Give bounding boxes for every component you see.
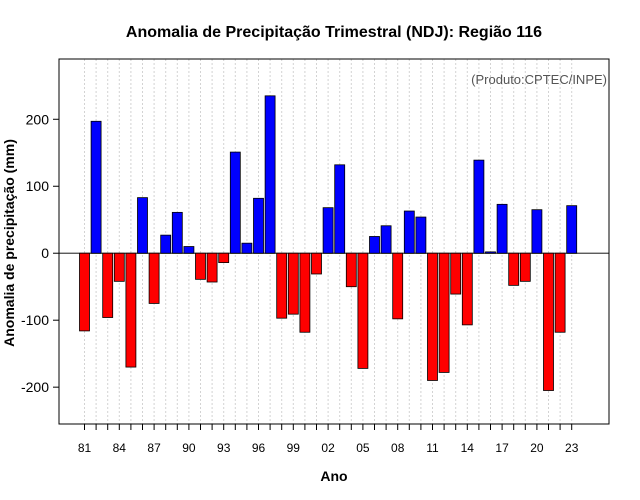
bar-2015 [473, 159, 485, 254]
y-tick-label: -100 [21, 312, 49, 328]
bar-2010 [415, 216, 427, 254]
bar-1999 [287, 252, 299, 315]
bar-2021 [543, 252, 554, 391]
x-tick-label: 93 [217, 441, 231, 455]
y-tick-label: 0 [41, 245, 49, 261]
x-tick-label: 17 [495, 441, 509, 455]
bar-1997 [264, 95, 276, 254]
bar-2005 [357, 252, 369, 369]
bar-1986 [137, 197, 148, 254]
x-tick-label: 84 [113, 441, 127, 455]
bar-1982 [90, 120, 102, 254]
source-annotation: (Produto:CPTEC/INPE) [471, 72, 607, 87]
bar-1987 [148, 252, 160, 304]
x-tick-label: 87 [147, 441, 161, 455]
bar-2007 [380, 225, 392, 254]
y-tick-label: 100 [26, 178, 50, 194]
bar-1998 [276, 252, 288, 319]
x-tick-label: 08 [391, 441, 405, 455]
x-tick-label: 14 [461, 441, 475, 455]
bar-1983 [102, 252, 114, 318]
chart-title: Anomalia de Precipitação Trimestral (NDJ… [126, 24, 542, 41]
bar-2017 [496, 203, 508, 254]
bar-1990 [183, 246, 195, 254]
y-axis-label: Anomalia de precipitação (mm) [1, 139, 17, 347]
bar-2003 [334, 164, 346, 254]
x-tick-label: 20 [530, 441, 544, 455]
x-axis: 81 84 87 90 93 96 99 02 05 08 11 14 17 20 23 [78, 424, 579, 455]
bar-2002 [322, 207, 334, 254]
x-tick-label: 11 [426, 441, 439, 455]
x-tick-label: 99 [287, 441, 301, 455]
y-tick-label: 200 [26, 111, 50, 127]
x-tick-label: 23 [565, 441, 579, 455]
bar-2014 [461, 252, 473, 326]
bar-1993 [218, 252, 230, 263]
x-tick-label: 81 [78, 441, 92, 455]
bar-2000 [299, 252, 311, 333]
x-tick-label: 02 [321, 441, 335, 455]
bar-1985 [125, 252, 137, 368]
plot-frame [58, 58, 610, 425]
bar-1991 [195, 252, 206, 280]
bar-2008 [392, 252, 404, 320]
x-tick-label: 05 [356, 441, 370, 455]
bar-2023 [566, 205, 578, 254]
bar-1994 [229, 151, 241, 254]
x-tick-label: 90 [182, 441, 196, 455]
bar-2011 [427, 252, 438, 381]
bars [79, 95, 578, 391]
grid-lines [84, 59, 573, 424]
y-tick-label: -200 [21, 379, 49, 395]
bar-2020 [531, 209, 543, 254]
bar-2022 [554, 252, 566, 333]
bar-2013 [450, 252, 462, 295]
bar-1984 [113, 252, 125, 282]
bar-1981 [79, 252, 90, 332]
y-axis: -200 -100 0 100 200 [21, 111, 59, 395]
x-axis-label: Ano [320, 468, 347, 484]
bar-1996 [253, 197, 264, 254]
bar-1995 [241, 242, 253, 254]
bar-1989 [171, 211, 183, 254]
bar-2016 [485, 251, 496, 254]
bar-1988 [160, 234, 172, 254]
bar-2009 [403, 210, 415, 254]
x-tick-label: 96 [252, 441, 266, 455]
bar-2001 [311, 252, 322, 275]
bar-2012 [438, 252, 450, 373]
bar-2018 [508, 252, 520, 286]
bar-2019 [519, 252, 531, 282]
bar-2004 [345, 252, 357, 288]
bar-2006 [369, 236, 380, 254]
bar-1992 [206, 252, 218, 283]
